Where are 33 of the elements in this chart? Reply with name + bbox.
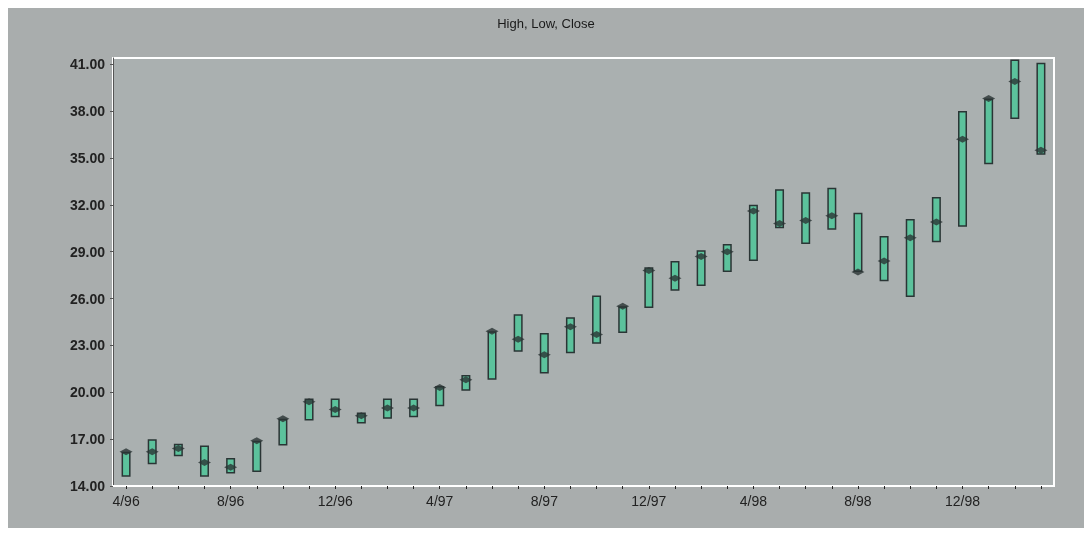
x-tick-label: 8/98 xyxy=(844,493,872,509)
bar xyxy=(1036,62,1046,155)
y-tick-label: 23.00 xyxy=(69,337,106,354)
y-tick-label: 14.00 xyxy=(69,478,106,494)
bar xyxy=(748,204,758,262)
y-tick-label: 35.00 xyxy=(69,149,106,166)
x-tick-label: 8/96 xyxy=(217,493,245,509)
chart-title: High, Low, Close xyxy=(497,16,595,31)
y-tick-label: 20.00 xyxy=(69,384,106,401)
bar xyxy=(252,440,262,472)
bar xyxy=(278,418,288,446)
bar xyxy=(1010,59,1020,119)
x-tick-label: 4/96 xyxy=(112,493,140,509)
bar xyxy=(958,111,968,227)
y-tick-label: 17.00 xyxy=(69,431,106,448)
x-tick-label: 4/98 xyxy=(739,493,768,509)
y-tick-label: 41.00 xyxy=(69,56,106,73)
bar xyxy=(853,212,863,272)
x-tick-label: 8/97 xyxy=(530,493,559,509)
bar xyxy=(618,306,628,333)
bar xyxy=(487,331,497,380)
bar xyxy=(984,98,994,165)
y-tick-label: 32.00 xyxy=(69,196,106,213)
y-tick-label: 38.00 xyxy=(69,103,106,120)
x-tick-label: 4/97 xyxy=(426,493,454,509)
y-tick-label: 26.00 xyxy=(69,290,106,307)
x-tick-label: 12/97 xyxy=(631,493,667,509)
bar xyxy=(905,218,915,297)
x-tick-label: 12/96 xyxy=(317,493,353,509)
bar xyxy=(801,192,811,244)
y-tick-label: 29.00 xyxy=(69,243,106,260)
x-tick-label: 12/98 xyxy=(944,493,981,509)
bar xyxy=(121,451,131,477)
